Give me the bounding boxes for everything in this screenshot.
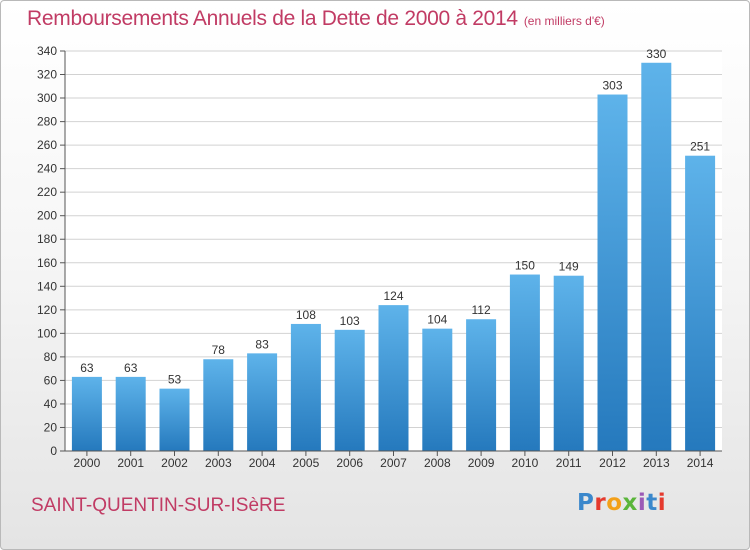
x-tick-label-2003: 2003 xyxy=(205,456,232,470)
x-tick-label-2007: 2007 xyxy=(380,456,407,470)
x-tick-label-2004: 2004 xyxy=(249,456,276,470)
y-tick-label: 240 xyxy=(37,162,57,176)
city-name: SAINT-QUENTIN-SUR-ISèRE xyxy=(31,495,286,516)
data-label-2007: 124 xyxy=(383,289,403,303)
data-label-2012: 303 xyxy=(602,79,622,93)
data-label-2008: 104 xyxy=(427,313,447,327)
bar-2009 xyxy=(466,319,497,451)
y-tick-label: 300 xyxy=(37,91,57,105)
y-tick-label: 0 xyxy=(50,444,57,458)
bar-2010 xyxy=(509,274,540,451)
bar-2004 xyxy=(247,353,278,451)
x-tick-label-2002: 2002 xyxy=(161,456,188,470)
brand-letter: x xyxy=(622,490,638,516)
bar-2014 xyxy=(685,155,716,452)
y-tick-label: 20 xyxy=(44,420,58,434)
bar-2001 xyxy=(115,376,146,451)
bar-2002 xyxy=(159,388,190,451)
data-label-2005: 108 xyxy=(296,308,316,322)
data-label-2010: 150 xyxy=(515,259,535,273)
y-tick-label: 100 xyxy=(37,326,57,340)
y-tick-label: 80 xyxy=(44,350,58,364)
brand-letter: i xyxy=(637,490,647,516)
bar-2006 xyxy=(334,329,365,451)
data-label-2011: 149 xyxy=(559,260,579,274)
brand-letter: P xyxy=(577,490,595,516)
bar-2011 xyxy=(553,275,584,451)
bar-2008 xyxy=(422,328,453,451)
y-tick-label: 280 xyxy=(37,115,57,129)
bars: 63 63 53 78 83 108 103 124 104 112 150 149 303 330 251 xyxy=(71,47,716,452)
data-label-2014: 251 xyxy=(690,140,710,154)
y-tick-label: 260 xyxy=(37,138,57,152)
chart-title: Remboursements Annuels de la Dette de 20… xyxy=(27,7,605,31)
bar-2005 xyxy=(290,323,321,451)
data-label-2002: 53 xyxy=(168,373,182,387)
y-tick-label: 200 xyxy=(37,209,57,223)
x-tick-label-2008: 2008 xyxy=(424,456,451,470)
x-tick-label-2001: 2001 xyxy=(117,456,144,470)
y-tick-label: 180 xyxy=(37,232,57,246)
brand-letter: t xyxy=(646,490,658,516)
brand-letter: i xyxy=(657,490,667,516)
y-tick-label: 220 xyxy=(37,185,57,199)
y-tick-label: 40 xyxy=(44,397,58,411)
x-tick-label-2009: 2009 xyxy=(468,456,495,470)
y-tick-label: 140 xyxy=(37,279,57,293)
data-label-2013: 330 xyxy=(646,47,666,61)
y-tick-label: 160 xyxy=(37,256,57,270)
y-tick-label: 320 xyxy=(37,68,57,82)
bar-2000 xyxy=(71,376,102,451)
chart-title-text: Remboursements Annuels de la Dette de 20… xyxy=(27,7,518,30)
bar-2003 xyxy=(203,359,234,451)
x-tick-label-2005: 2005 xyxy=(293,456,320,470)
y-tick-label: 120 xyxy=(37,303,57,317)
y-tick-label: 340 xyxy=(37,44,57,58)
bar-2007 xyxy=(378,305,409,451)
data-label-2003: 78 xyxy=(212,343,226,357)
data-label-2006: 103 xyxy=(340,314,360,328)
x-tick-label-2011: 2011 xyxy=(556,456,582,470)
x-tick-label-2006: 2006 xyxy=(336,456,363,470)
x-tick-label-2014: 2014 xyxy=(687,456,714,470)
y-tick-label: 60 xyxy=(44,373,58,387)
bar-2013 xyxy=(641,62,672,451)
x-tick-label-2012: 2012 xyxy=(599,456,626,470)
x-tick-label-2000: 2000 xyxy=(74,456,101,470)
brand-letter: r xyxy=(594,490,607,516)
data-label-2001: 63 xyxy=(124,361,138,375)
data-label-2009: 112 xyxy=(472,303,491,317)
brand-letter: o xyxy=(606,490,623,516)
data-label-2004: 83 xyxy=(255,337,269,351)
proxiti-logo[interactable]: Proxiti xyxy=(577,490,666,516)
chart-unit-note: (en milliers d'€) xyxy=(523,14,605,28)
x-tick-label-2013: 2013 xyxy=(643,456,670,470)
x-tick-label-2010: 2010 xyxy=(512,456,539,470)
axes: 0 20 40 60 80 100 120 140 160 180 200 220 240 260 280 3… xyxy=(37,44,722,470)
data-label-2000: 63 xyxy=(80,361,94,375)
bar-2012 xyxy=(597,94,628,451)
